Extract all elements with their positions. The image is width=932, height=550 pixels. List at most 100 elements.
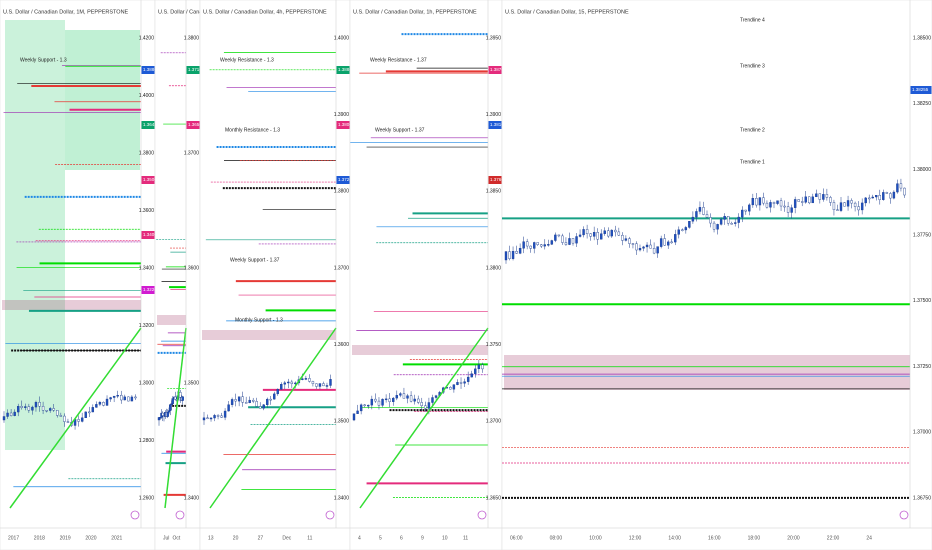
candle bbox=[568, 238, 571, 245]
candle bbox=[48, 408, 52, 411]
candle bbox=[413, 398, 416, 402]
candle bbox=[406, 395, 409, 399]
candle bbox=[659, 238, 663, 247]
candle bbox=[34, 402, 38, 408]
price-tag bbox=[488, 121, 502, 129]
candle bbox=[116, 394, 119, 397]
candle bbox=[179, 392, 182, 398]
price-tag bbox=[186, 121, 200, 129]
pane-bg bbox=[154, 0, 201, 550]
candle bbox=[174, 396, 177, 400]
candle bbox=[663, 238, 666, 246]
time-label: 24 bbox=[866, 535, 872, 541]
price-label: 1.4200 bbox=[139, 35, 155, 41]
price-tag-label: 1.3880 bbox=[143, 67, 157, 72]
candle bbox=[726, 216, 730, 224]
trend bbox=[164, 327, 187, 509]
candle bbox=[84, 411, 87, 419]
candle bbox=[474, 368, 477, 374]
candle bbox=[52, 408, 55, 411]
candle bbox=[758, 197, 762, 206]
candle bbox=[885, 192, 889, 194]
candle bbox=[417, 398, 420, 403]
price-tag bbox=[141, 176, 155, 184]
candle bbox=[20, 406, 23, 408]
candle bbox=[230, 399, 234, 405]
candle bbox=[463, 381, 466, 384]
logo bbox=[130, 510, 140, 520]
time-label: 10:00 bbox=[589, 535, 602, 541]
candle bbox=[427, 402, 431, 409]
logo bbox=[325, 510, 335, 520]
price-label: 1.3950 bbox=[486, 35, 502, 41]
price-tag-label: 1.3800 bbox=[338, 122, 352, 127]
candle bbox=[878, 195, 881, 200]
candle bbox=[237, 396, 241, 402]
time-label: 14:00 bbox=[668, 535, 681, 541]
zone bbox=[2, 300, 141, 310]
candle bbox=[255, 401, 258, 407]
price-label: 1.3800 bbox=[139, 150, 155, 156]
price-label: 1.38250 bbox=[913, 101, 931, 107]
chart-pane: 1.3950 1.3900 1.3850 1.3800 1.3750 1.3700 1.36… bbox=[349, 0, 504, 550]
time-label: 9 bbox=[421, 535, 424, 541]
candle bbox=[384, 398, 388, 401]
logo bbox=[175, 510, 185, 520]
candle bbox=[171, 398, 174, 404]
price-label: 1.3000 bbox=[139, 380, 155, 386]
candle bbox=[607, 230, 610, 237]
candle bbox=[459, 382, 463, 384]
candle bbox=[352, 413, 356, 421]
candle bbox=[649, 244, 652, 249]
time-label: 2020 bbox=[85, 535, 96, 541]
candle bbox=[712, 222, 716, 230]
candle bbox=[31, 406, 34, 411]
candle bbox=[822, 194, 825, 200]
candle bbox=[793, 199, 797, 208]
candle bbox=[776, 200, 779, 204]
candle bbox=[621, 234, 624, 241]
price-tag-label: 1.3500 bbox=[143, 177, 157, 182]
candle bbox=[209, 417, 213, 420]
candle bbox=[216, 415, 220, 417]
candle bbox=[123, 396, 126, 401]
candle bbox=[631, 243, 635, 245]
pane-title: U.S. Dollar / Canadian Dollar, 15, PEPPE… bbox=[505, 9, 629, 15]
candle bbox=[363, 404, 366, 407]
candle bbox=[656, 246, 659, 254]
candle bbox=[481, 364, 484, 370]
candle bbox=[811, 196, 814, 204]
price-label: 1.3600 bbox=[334, 342, 350, 348]
pane-bg bbox=[0, 0, 156, 550]
candle bbox=[737, 216, 740, 223]
candle bbox=[206, 417, 209, 420]
candle bbox=[227, 404, 230, 412]
time-label: 11 bbox=[307, 535, 312, 541]
candle bbox=[801, 201, 804, 203]
candle bbox=[882, 192, 885, 200]
candle bbox=[45, 410, 48, 412]
candle bbox=[24, 406, 27, 408]
candle bbox=[266, 398, 269, 406]
candle bbox=[667, 241, 670, 246]
price-label: 1.37750 bbox=[913, 232, 931, 238]
candle bbox=[645, 244, 649, 248]
candle bbox=[674, 234, 677, 243]
candle bbox=[575, 236, 578, 244]
candle bbox=[797, 199, 800, 202]
time-label: Oct bbox=[173, 535, 181, 541]
candle bbox=[294, 382, 297, 385]
time-label: 6 bbox=[400, 535, 403, 541]
candle bbox=[670, 241, 673, 244]
price-label: 1.3600 bbox=[139, 208, 155, 214]
candle bbox=[244, 402, 248, 404]
candle bbox=[853, 202, 857, 207]
candle bbox=[466, 376, 470, 382]
candle bbox=[896, 183, 899, 193]
candle bbox=[395, 395, 399, 399]
candle bbox=[511, 251, 515, 259]
candle bbox=[903, 187, 906, 196]
price-label: 1.3600 bbox=[184, 265, 200, 271]
candle bbox=[850, 200, 853, 204]
